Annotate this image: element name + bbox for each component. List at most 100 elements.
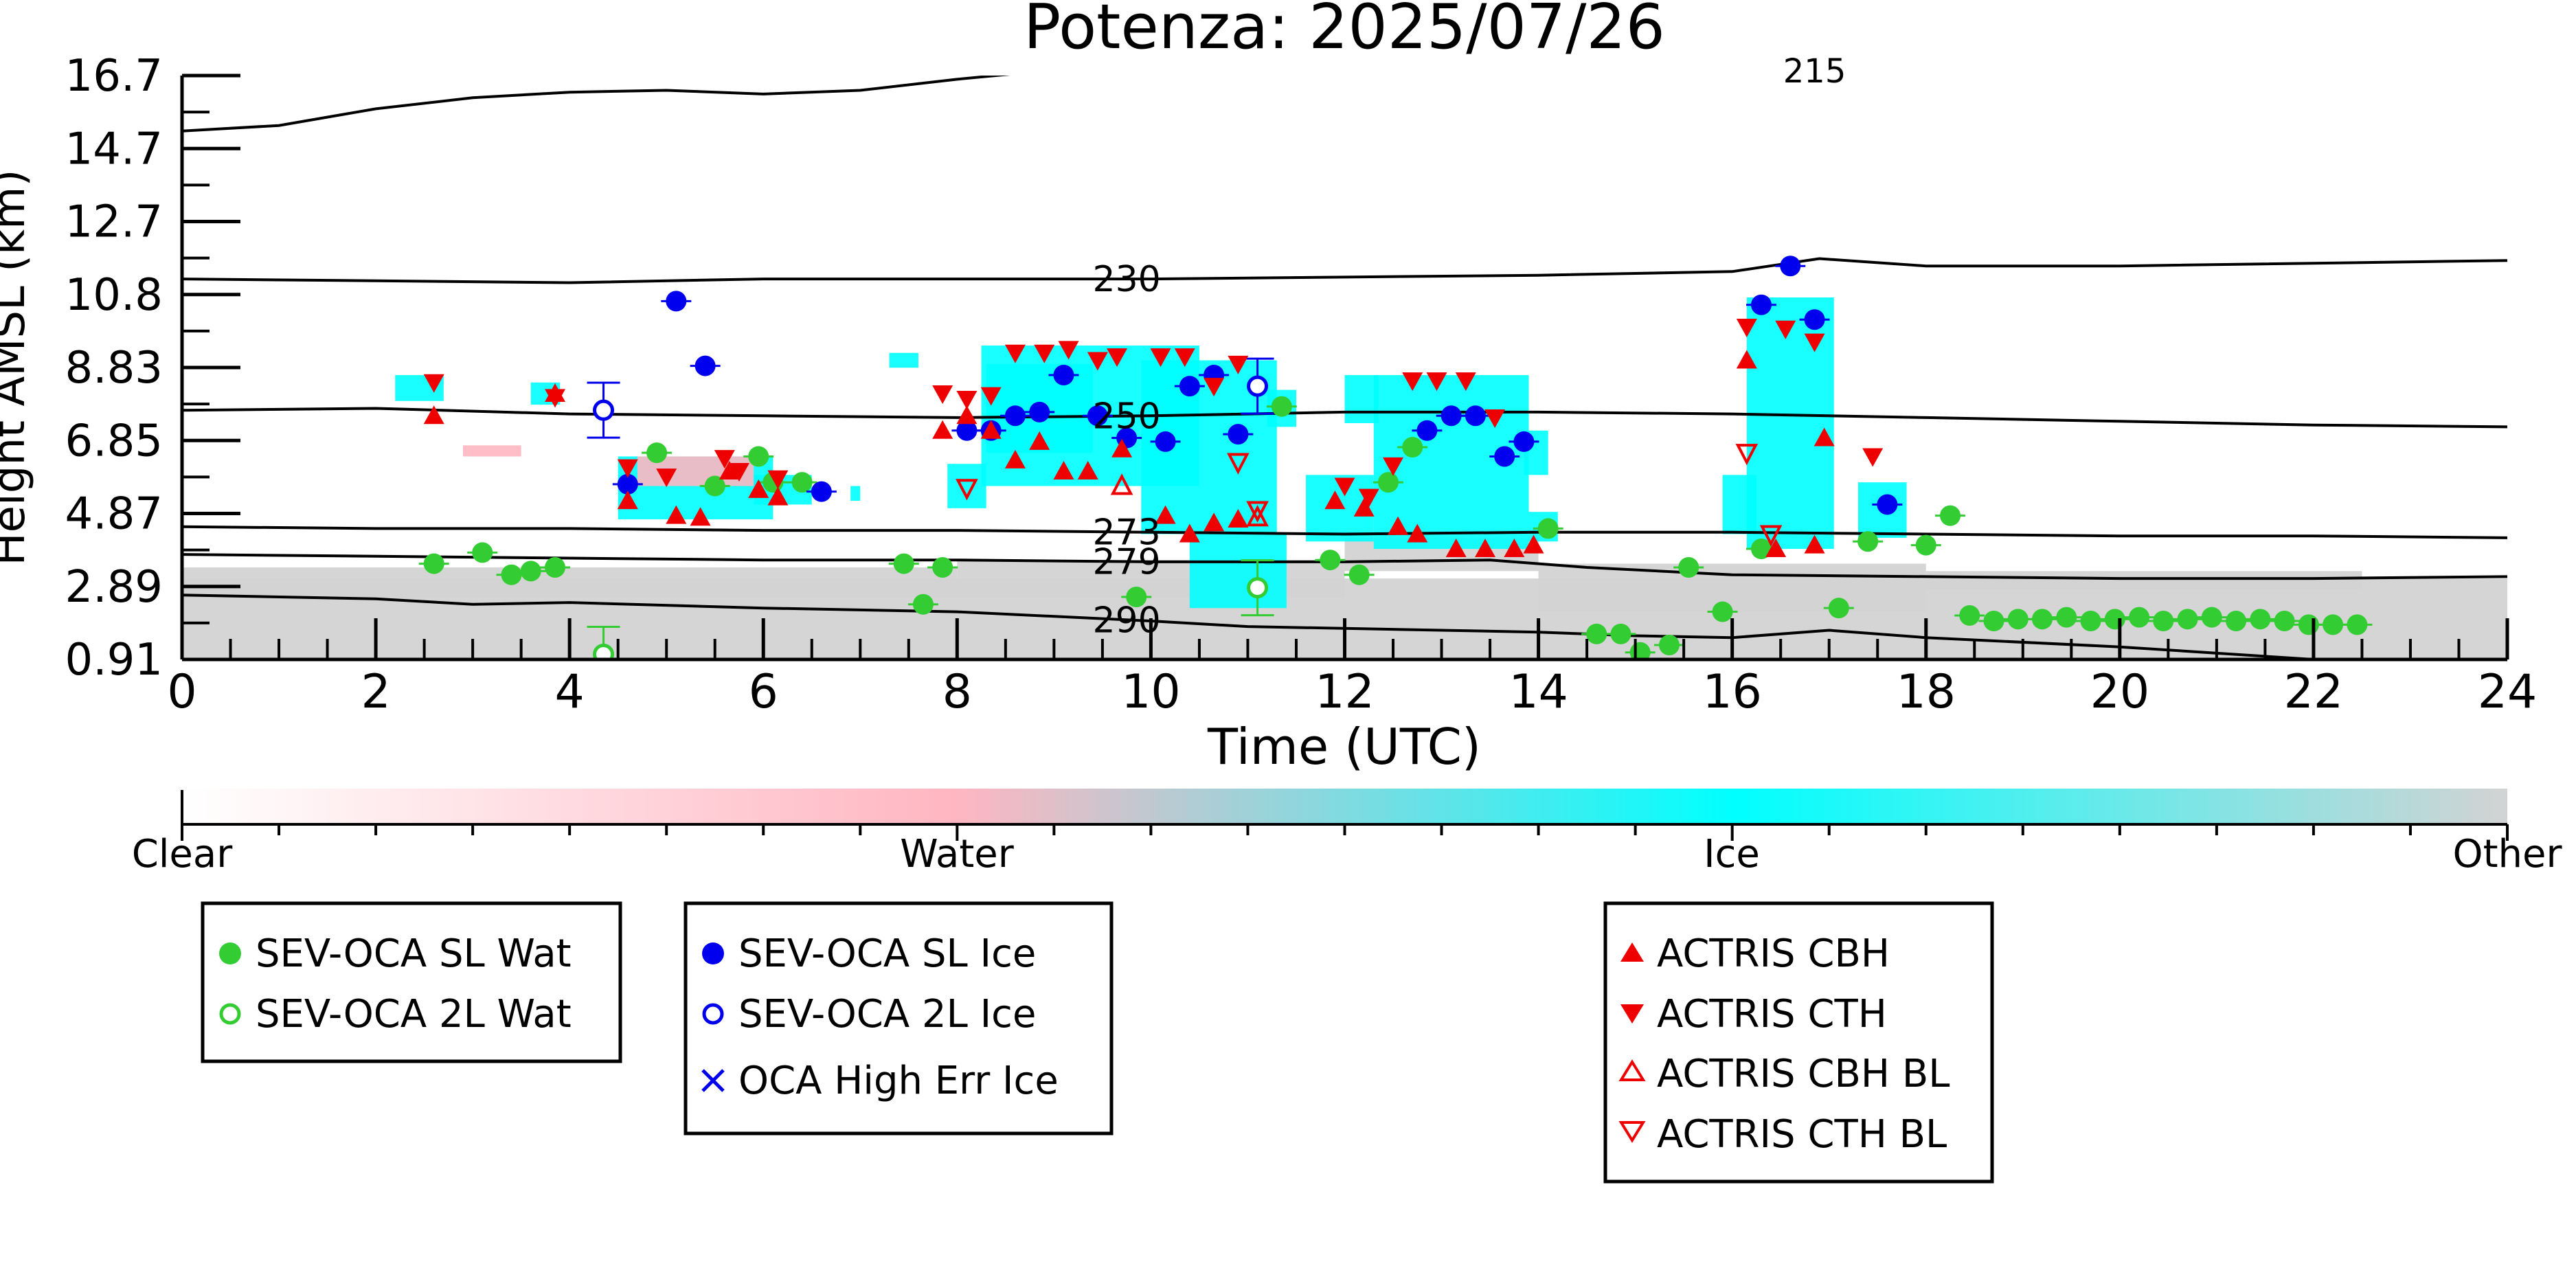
marker	[1174, 348, 1195, 368]
marker	[748, 479, 769, 498]
marker	[2104, 609, 2125, 630]
x-tick-label: 10	[1121, 665, 1181, 719]
mask-region	[1344, 375, 1379, 424]
y-tick-label: 2.89	[65, 562, 163, 613]
marker	[617, 490, 638, 510]
y-tick-label: 8.83	[65, 343, 163, 394]
marker	[1388, 516, 1409, 535]
marker	[956, 391, 978, 410]
colorbar: Clear Water Ice Other	[132, 789, 2562, 877]
x-tick-label: 8	[942, 665, 972, 719]
marker	[704, 475, 725, 497]
marker	[791, 472, 813, 493]
axes: 0 2 4 6 8 10 12 14 16 18 20 22 240.912.894.876.858.8…	[65, 51, 2538, 719]
marker	[956, 479, 978, 501]
marker	[714, 450, 735, 469]
marker	[2056, 607, 2077, 628]
x-tick-label: 0	[167, 665, 196, 719]
y-tick-label: 6.85	[65, 416, 163, 466]
x-tick-label: 4	[555, 665, 585, 719]
legend-label: ACTRIS CBH BL	[1657, 1052, 1950, 1096]
marker	[1940, 505, 1961, 526]
legend-marker-cbh	[1620, 942, 1644, 962]
y-tick-label: 0.91	[65, 635, 163, 686]
contour-label: 215	[1783, 52, 1846, 91]
marker	[1353, 497, 1375, 517]
marker	[1271, 396, 1292, 417]
marker	[1107, 348, 1128, 368]
contour-line	[182, 76, 1010, 133]
marker	[1440, 405, 1462, 427]
marker	[811, 481, 832, 502]
legend-marker-cth	[1620, 1004, 1644, 1024]
marker	[1126, 587, 1147, 608]
marker	[1678, 556, 1699, 578]
marker	[1736, 319, 1757, 338]
marker	[1513, 431, 1535, 452]
marker	[1155, 431, 1176, 452]
marker	[646, 442, 668, 464]
marker	[1959, 605, 1980, 626]
marker	[1058, 341, 1079, 360]
marker	[2323, 614, 2344, 635]
marker	[1750, 539, 1772, 560]
marker	[1610, 623, 1631, 644]
marker	[617, 459, 638, 478]
marker	[545, 556, 566, 578]
mask-region	[947, 464, 986, 508]
marker	[690, 507, 711, 526]
marker	[1077, 460, 1098, 479]
marker	[1004, 344, 1026, 363]
marker	[1804, 309, 1825, 330]
x-tick-label: 24	[2478, 665, 2538, 719]
marker	[1736, 350, 1757, 369]
marker	[1828, 598, 1849, 619]
marker	[1228, 508, 1249, 528]
marker	[932, 385, 953, 404]
marker	[2226, 611, 2247, 632]
y-axis-label: Height AMSL (km)	[0, 170, 35, 566]
y-tick-label: 10.8	[65, 270, 163, 321]
marker	[1348, 564, 1370, 585]
legend-marker-sl-wat	[219, 942, 241, 964]
legend-marker-sl-ice	[702, 942, 724, 964]
contour-line	[182, 525, 2507, 539]
marker	[1150, 348, 1171, 368]
marker	[1484, 409, 1506, 428]
contour-label: 230	[1093, 259, 1161, 300]
marker	[1877, 494, 1898, 515]
marker	[767, 470, 789, 489]
marker	[1494, 446, 1515, 467]
legend-marker-cbh-bl	[1618, 1059, 1646, 1081]
marker	[1523, 534, 1544, 554]
marker	[1407, 523, 1428, 543]
marker	[1320, 550, 1341, 571]
marker	[1504, 539, 1525, 558]
x-tick-label: 18	[1896, 665, 1956, 719]
marker	[1004, 405, 1026, 427]
marker	[2032, 609, 2053, 630]
x-tick-label: 22	[2284, 665, 2344, 719]
plot-area	[182, 76, 2507, 659]
mask-region	[889, 352, 918, 368]
legend-frame	[201, 901, 622, 1063]
mask-region	[1538, 563, 1926, 612]
marker	[1111, 438, 1133, 457]
marker	[1053, 365, 1074, 386]
marker	[1034, 344, 1055, 363]
marker	[1053, 460, 1074, 479]
marker	[1358, 488, 1379, 508]
marker	[932, 420, 953, 439]
marker	[956, 405, 978, 425]
marker	[1915, 534, 1936, 556]
y-tick-label: 12.7	[65, 197, 163, 248]
marker	[956, 420, 978, 441]
marker	[1334, 477, 1355, 497]
y-tick-label: 4.87	[65, 489, 163, 540]
marker	[1804, 534, 1825, 554]
marker	[1775, 320, 1796, 339]
marker	[2201, 607, 2222, 628]
legend-water: SEV-OCA SL Wat SEV-OCA 2L Wat	[201, 901, 622, 1063]
marker	[1179, 376, 1200, 397]
marker	[980, 387, 1002, 406]
